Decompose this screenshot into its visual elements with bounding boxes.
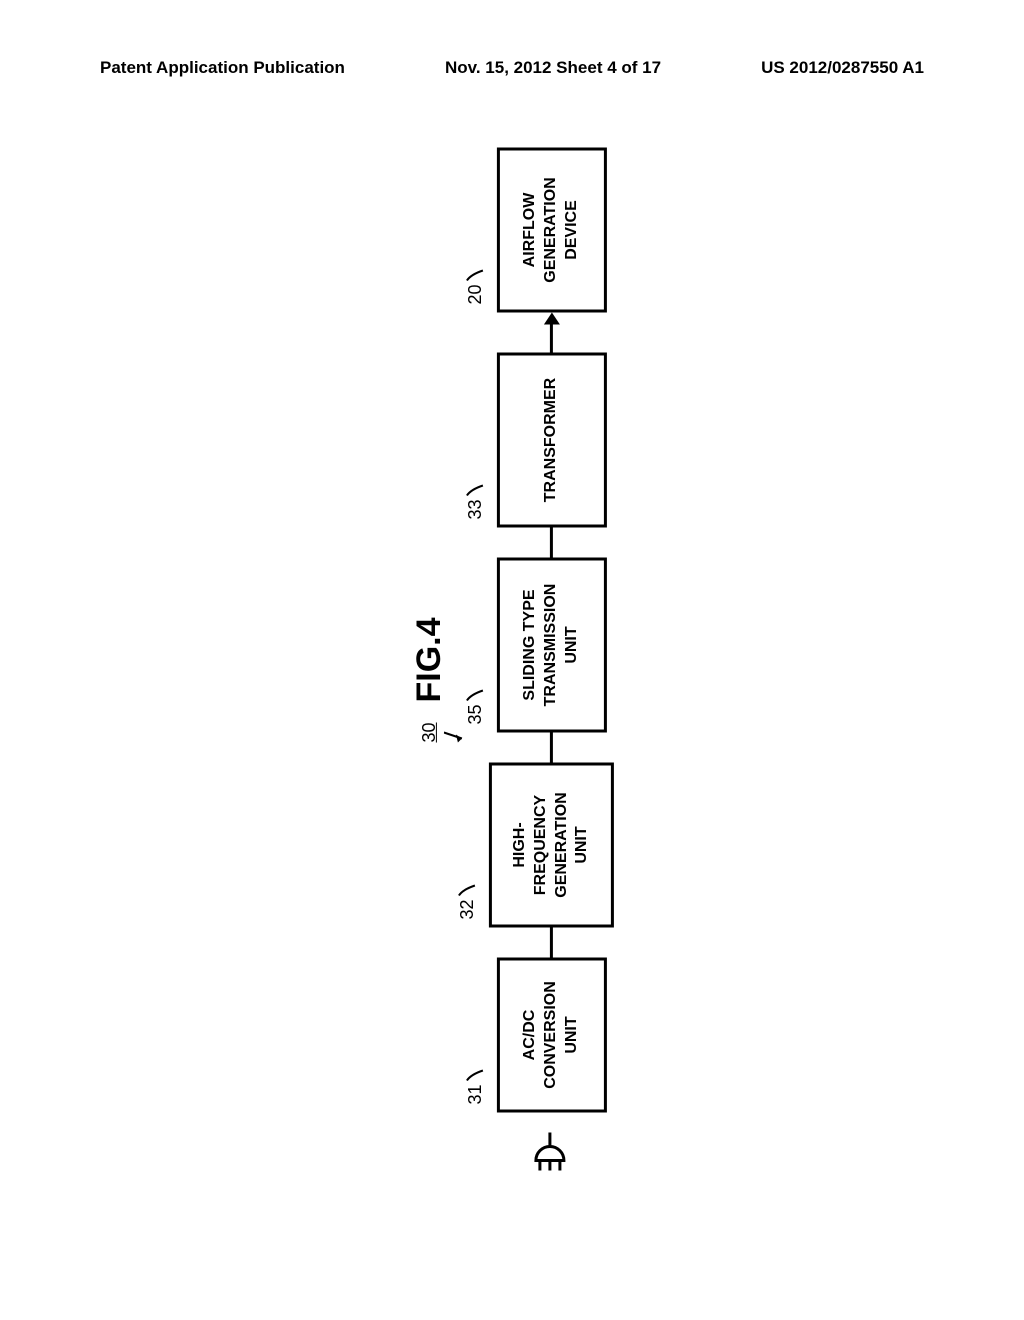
- block-31: AC/DC CONVERSION UNIT: [497, 958, 607, 1113]
- header-left: Patent Application Publication: [100, 58, 345, 78]
- block-20: AIRFLOW GENERATION DEVICE: [497, 148, 607, 313]
- header-center: Nov. 15, 2012 Sheet 4 of 17: [445, 58, 661, 78]
- block-32: HIGH- FREQUENCY GENERATION UNIT: [489, 763, 614, 928]
- block-20-wrapper: 20 AIRFLOW GENERATION DEVICE: [497, 148, 607, 313]
- block-diagram: 30 31 AC/DC CONVERSION UNIT: [489, 148, 614, 1173]
- plug-icon: [532, 1133, 572, 1173]
- block-20-ref: 20: [465, 264, 486, 304]
- block-33-wrapper: 33 TRANSFORMER: [497, 353, 607, 528]
- block-35: SLIDING TYPE TRANSMISSION UNIT: [497, 558, 607, 733]
- block-33: TRANSFORMER: [497, 353, 607, 528]
- figure-label: FIG.4: [410, 148, 449, 1173]
- block-31-ref: 31: [465, 1064, 486, 1104]
- figure-container: FIG.4 30 31: [410, 148, 614, 1173]
- connector-line: [550, 528, 553, 558]
- connector-line: [550, 733, 553, 763]
- group-arrow-icon: [444, 723, 469, 743]
- block-32-ref: 32: [457, 879, 478, 919]
- block-31-wrapper: 31 AC/DC CONVERSION UNIT: [497, 958, 607, 1113]
- arrow-connector: [544, 313, 560, 353]
- block-35-ref: 35: [465, 684, 486, 724]
- connector-line: [550, 928, 553, 958]
- block-35-wrapper: 35 SLIDING TYPE TRANSMISSION UNIT: [497, 558, 607, 733]
- block-32-wrapper: 32 HIGH- FREQUENCY GENERATION UNIT: [489, 763, 614, 928]
- header-right: US 2012/0287550 A1: [761, 58, 924, 78]
- group-ref-label: 30: [419, 722, 440, 742]
- block-33-ref: 33: [465, 479, 486, 519]
